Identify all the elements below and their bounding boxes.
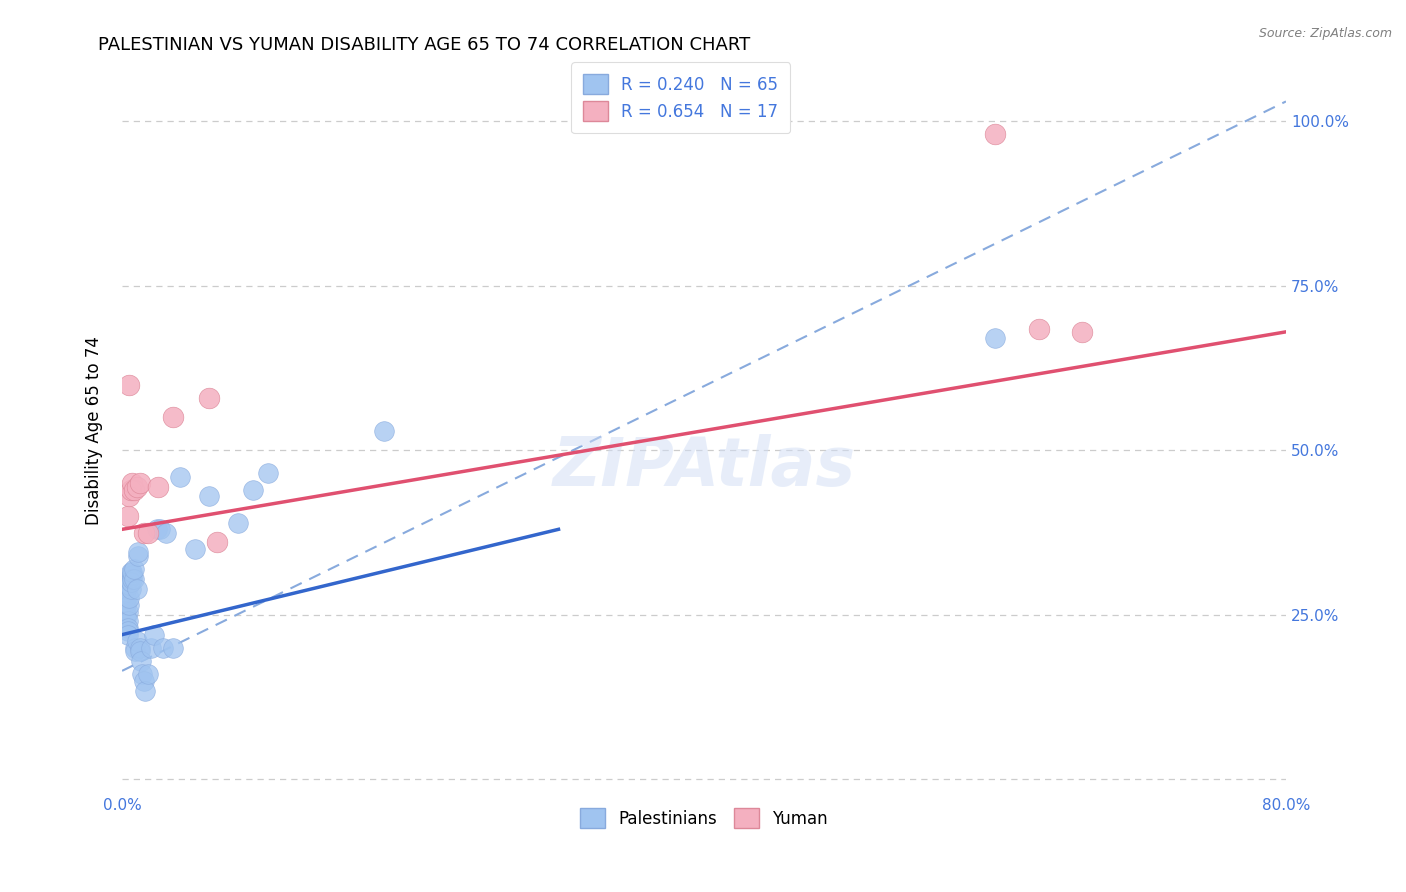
Point bbox=[373, 424, 395, 438]
Point bbox=[127, 545, 149, 559]
Point bbox=[155, 525, 177, 540]
Point bbox=[984, 128, 1007, 142]
Point bbox=[117, 624, 139, 639]
Point bbox=[205, 535, 228, 549]
Point bbox=[112, 591, 135, 606]
Point bbox=[1071, 325, 1094, 339]
Point bbox=[256, 467, 278, 481]
Point bbox=[169, 469, 191, 483]
Text: ZIPAtlas: ZIPAtlas bbox=[553, 434, 856, 500]
Point bbox=[162, 640, 184, 655]
Point bbox=[122, 562, 145, 576]
Text: PALESTINIAN VS YUMAN DISABILITY AGE 65 TO 74 CORRELATION CHART: PALESTINIAN VS YUMAN DISABILITY AGE 65 T… bbox=[98, 36, 751, 54]
Legend: Palestinians, Yuman: Palestinians, Yuman bbox=[574, 801, 835, 835]
Point bbox=[143, 628, 166, 642]
Point bbox=[122, 483, 145, 497]
Point bbox=[132, 525, 155, 540]
Point bbox=[125, 582, 148, 596]
Point bbox=[115, 598, 138, 612]
Point bbox=[112, 601, 135, 615]
Text: Source: ZipAtlas.com: Source: ZipAtlas.com bbox=[1258, 27, 1392, 40]
Point bbox=[242, 483, 264, 497]
Point bbox=[114, 607, 136, 622]
Point bbox=[131, 667, 153, 681]
Point bbox=[128, 644, 150, 658]
Point bbox=[149, 522, 172, 536]
Point bbox=[114, 598, 136, 612]
Point bbox=[129, 654, 152, 668]
Point bbox=[198, 490, 221, 504]
Y-axis label: Disability Age 65 to 74: Disability Age 65 to 74 bbox=[86, 336, 103, 525]
Point bbox=[114, 588, 136, 602]
Point bbox=[117, 509, 139, 524]
Point bbox=[984, 331, 1007, 345]
Point bbox=[198, 391, 221, 405]
Point bbox=[117, 615, 139, 629]
Point bbox=[134, 683, 156, 698]
Point bbox=[115, 591, 138, 606]
Point bbox=[117, 605, 139, 619]
Point bbox=[118, 572, 141, 586]
Point bbox=[112, 588, 135, 602]
Point bbox=[228, 516, 250, 530]
Point bbox=[1028, 321, 1050, 335]
Point bbox=[152, 640, 174, 655]
Point bbox=[114, 578, 136, 592]
Point bbox=[115, 611, 138, 625]
Point bbox=[120, 582, 142, 596]
Point bbox=[118, 377, 141, 392]
Point bbox=[132, 673, 155, 688]
Point bbox=[115, 595, 138, 609]
Point bbox=[121, 568, 143, 582]
Point bbox=[118, 490, 141, 504]
Point bbox=[162, 410, 184, 425]
Point bbox=[112, 595, 135, 609]
Point bbox=[114, 585, 136, 599]
Point bbox=[114, 605, 136, 619]
Point bbox=[115, 607, 138, 622]
Point bbox=[121, 476, 143, 491]
Point bbox=[114, 582, 136, 596]
Point bbox=[118, 598, 141, 612]
Point bbox=[128, 476, 150, 491]
Point bbox=[118, 591, 141, 606]
Point bbox=[120, 483, 142, 497]
Point bbox=[128, 640, 150, 655]
Point bbox=[127, 549, 149, 563]
Point bbox=[125, 479, 148, 493]
Point bbox=[117, 621, 139, 635]
Point bbox=[124, 644, 146, 658]
Point bbox=[120, 565, 142, 579]
Point bbox=[124, 640, 146, 655]
Point bbox=[118, 578, 141, 592]
Point bbox=[121, 572, 143, 586]
Point bbox=[136, 525, 159, 540]
Point bbox=[120, 574, 142, 589]
Point bbox=[112, 585, 135, 599]
Point bbox=[184, 542, 207, 557]
Point bbox=[112, 591, 135, 606]
Point bbox=[148, 479, 170, 493]
Point bbox=[141, 640, 163, 655]
Point bbox=[136, 667, 159, 681]
Point bbox=[112, 598, 135, 612]
Point bbox=[114, 601, 136, 615]
Point bbox=[122, 572, 145, 586]
Point bbox=[121, 565, 143, 579]
Point bbox=[146, 522, 169, 536]
Point bbox=[125, 634, 148, 648]
Point bbox=[117, 628, 139, 642]
